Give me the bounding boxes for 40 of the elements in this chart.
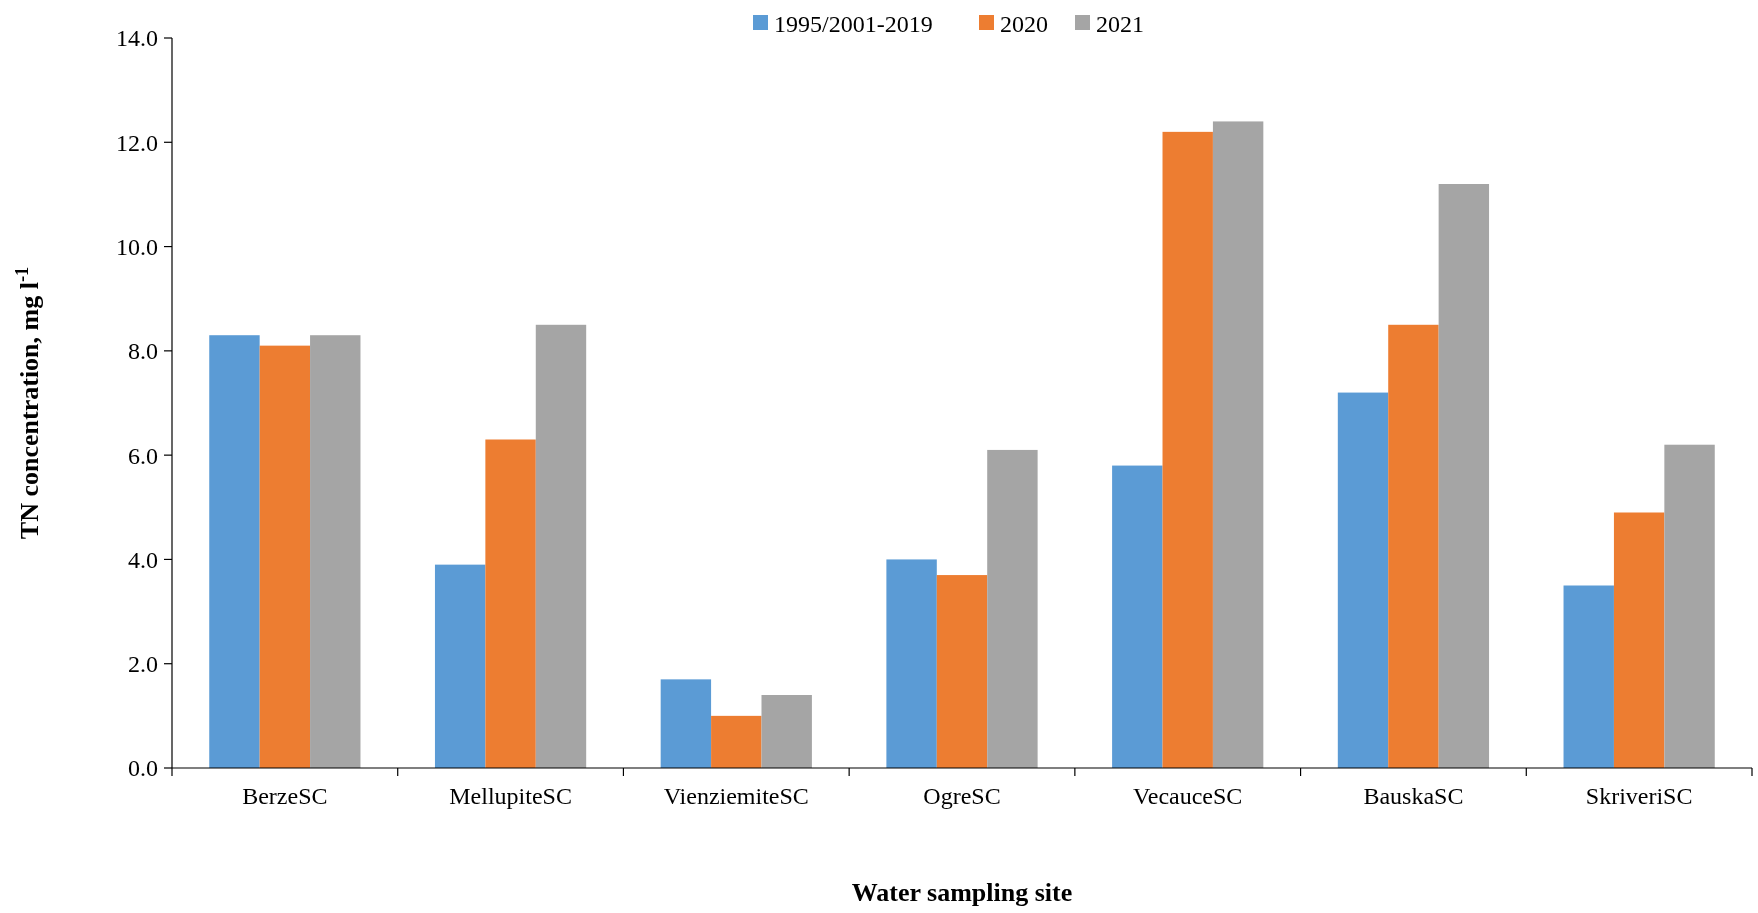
bar bbox=[936, 575, 988, 768]
x-axis-title: Water sampling site bbox=[851, 878, 1073, 907]
y-tick-label: 14.0 bbox=[116, 25, 158, 52]
bar bbox=[1438, 184, 1490, 768]
bar bbox=[1162, 131, 1213, 768]
bar bbox=[761, 695, 812, 768]
x-tick-label: BauskaSC bbox=[1363, 783, 1464, 809]
y-tick-label: 10.0 bbox=[116, 233, 158, 260]
bar bbox=[711, 715, 762, 768]
y-tick-label: 0.0 bbox=[128, 755, 158, 782]
bar bbox=[1563, 585, 1614, 768]
bar bbox=[1664, 444, 1715, 768]
bar bbox=[1613, 512, 1665, 768]
bar bbox=[886, 559, 937, 768]
x-tick-label: BerzeSC bbox=[242, 783, 328, 809]
bar bbox=[1112, 465, 1163, 768]
x-tick-label: OgreSC bbox=[923, 783, 1001, 809]
bar bbox=[987, 449, 1038, 768]
bar bbox=[485, 439, 536, 768]
bar bbox=[535, 324, 587, 768]
x-tick-label: MellupiteSC bbox=[449, 783, 572, 809]
legend-label: 1995/2001-2019 bbox=[774, 11, 933, 38]
x-tick-label: VienziemiteSC bbox=[663, 783, 809, 809]
y-tick-label: 6.0 bbox=[128, 442, 158, 469]
x-tick-label: SkriveriSC bbox=[1585, 783, 1693, 809]
bar bbox=[434, 564, 486, 768]
y-tick-label: 4.0 bbox=[128, 546, 158, 573]
y-tick-label: 2.0 bbox=[128, 651, 158, 678]
bar bbox=[310, 335, 361, 768]
bar bbox=[660, 679, 712, 768]
y-tick-label: 8.0 bbox=[128, 338, 158, 365]
bar bbox=[1388, 324, 1439, 768]
legend-label: 2021 bbox=[1096, 11, 1144, 38]
legend-label: 2020 bbox=[1000, 11, 1048, 38]
bar bbox=[259, 345, 311, 768]
x-tick-label: VecauceSC bbox=[1133, 783, 1243, 809]
bar bbox=[209, 335, 260, 768]
bar bbox=[1337, 392, 1389, 768]
bar bbox=[1212, 121, 1264, 768]
y-tick-label: 12.0 bbox=[116, 129, 158, 156]
